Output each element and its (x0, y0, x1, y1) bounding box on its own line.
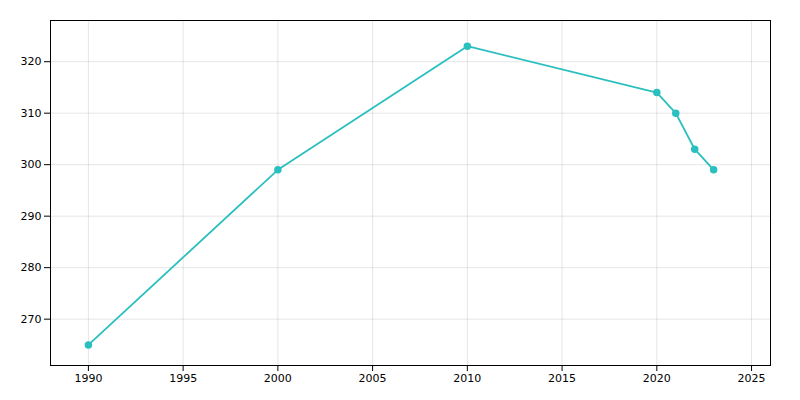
svg-text:310: 310 (21, 107, 42, 120)
svg-text:2010: 2010 (453, 372, 481, 385)
svg-text:280: 280 (21, 261, 42, 274)
svg-text:2020: 2020 (643, 372, 671, 385)
svg-text:2025: 2025 (738, 372, 766, 385)
svg-text:320: 320 (21, 55, 42, 68)
svg-text:2005: 2005 (359, 372, 387, 385)
svg-text:2000: 2000 (264, 372, 292, 385)
svg-text:1995: 1995 (169, 372, 197, 385)
svg-text:1990: 1990 (74, 372, 102, 385)
svg-text:2015: 2015 (548, 372, 576, 385)
svg-text:270: 270 (21, 313, 42, 326)
svg-text:300: 300 (21, 158, 42, 171)
svg-text:290: 290 (21, 210, 42, 223)
